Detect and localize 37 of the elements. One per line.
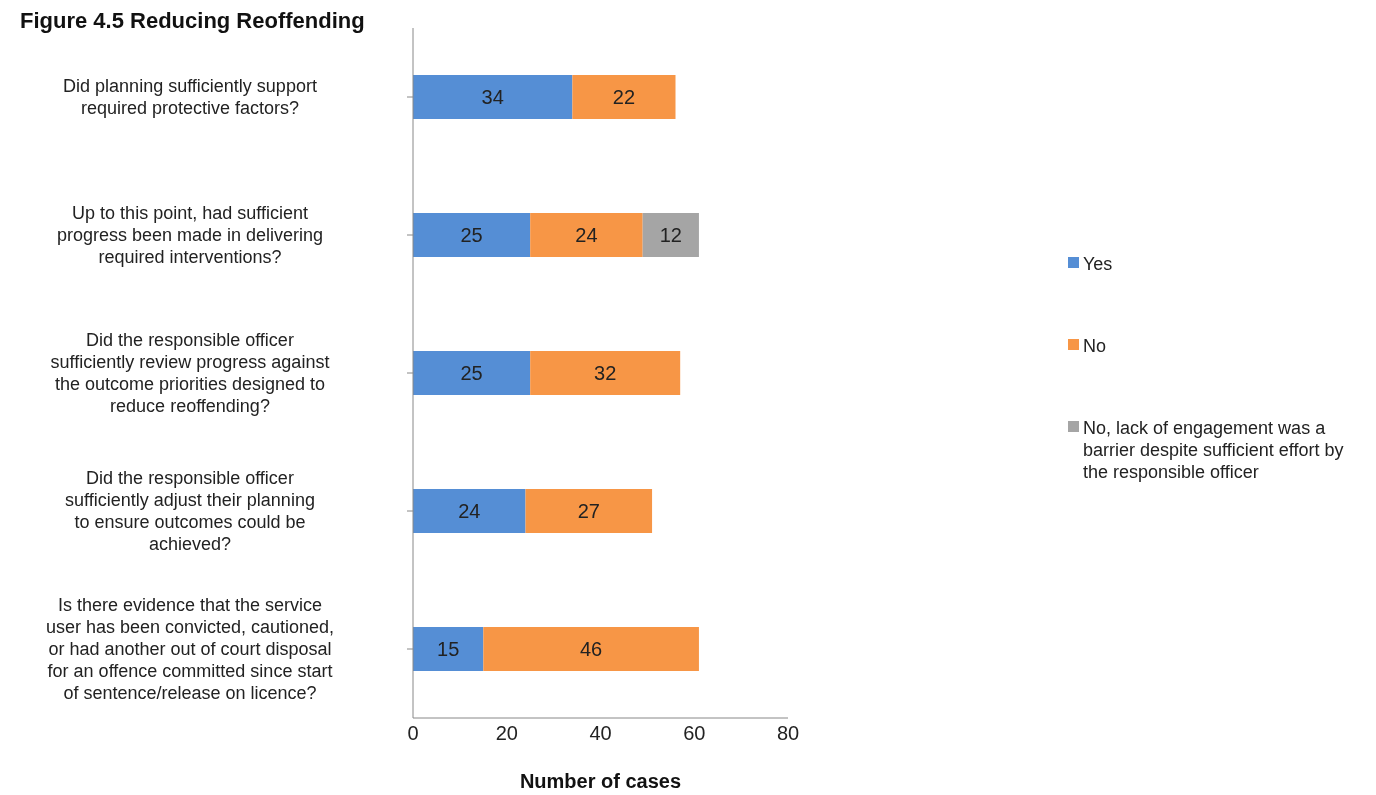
legend-label: No: [1083, 335, 1107, 357]
bar: [642, 212, 699, 257]
data-label: 32: [594, 362, 617, 385]
y-tick-label: Did the responsible officer sufficiently adjust their planning to ensure outcomes could be achieved?: [65, 468, 315, 555]
x-tick-label: 0: [407, 722, 419, 745]
y-tick-label: Up to this point, had sufficient progress been made in delivering required interventions?: [56, 203, 324, 268]
bar: [525, 488, 653, 533]
bar: [413, 74, 573, 119]
bar: [413, 212, 531, 257]
y-tick-label: Did planning sufficiently support required protective factors?: [63, 76, 317, 119]
x-tick-label: 80: [776, 722, 800, 745]
text: Figure 4.5 Reducing Reoffending: [20, 8, 365, 34]
bar: [572, 74, 676, 119]
bar: [530, 212, 643, 257]
legend-label: Yes: [1083, 253, 1113, 275]
data-label: 27: [577, 500, 600, 523]
data-label: 25: [460, 224, 483, 247]
data-label: 22: [612, 86, 636, 109]
data-label: 24: [458, 500, 481, 523]
bar: [413, 350, 531, 395]
x-tick-label: 20: [495, 722, 518, 745]
bar: [413, 488, 526, 533]
y-tick-label: Did the responsible officer sufficiently review progress against the outcome priorities designed to reduce reoffending?: [50, 330, 330, 417]
x-tick-label: 40: [589, 722, 612, 745]
y-tick-label: Is there evidence that the service user has been convicted, cautioned, or had another out of court disposal for an offence committed since start of sentence/release on licence?: [45, 595, 335, 704]
bar: [413, 626, 484, 671]
data-label: 25: [460, 362, 483, 385]
legend-label: No, lack of engagement was a barrier despite sufficient effort by the responsible officer: [1083, 417, 1345, 483]
data-label: 12: [659, 224, 682, 247]
data-label: 24: [575, 224, 598, 247]
bar: [483, 626, 699, 671]
x-tick-label: 60: [683, 722, 706, 745]
data-label: 34: [481, 86, 504, 109]
bar: [530, 350, 681, 395]
x-axis-title: Number of cases: [519, 770, 682, 792]
data-label: 15: [437, 638, 460, 661]
data-label: 46: [580, 638, 603, 661]
